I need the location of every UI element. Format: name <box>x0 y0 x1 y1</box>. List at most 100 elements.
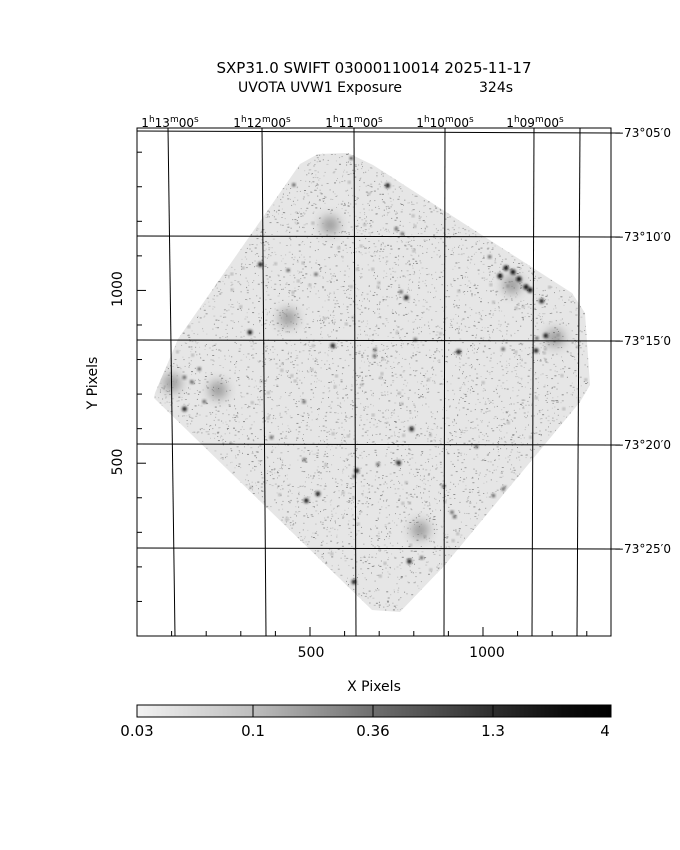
star <box>241 568 244 571</box>
star <box>412 249 415 252</box>
star <box>356 268 359 271</box>
star <box>424 535 426 538</box>
star <box>234 512 237 515</box>
dec-tick-label-20: −73°20′0 <box>614 438 671 452</box>
star <box>219 466 223 470</box>
image-title: SXP31.0 SWIFT 03000110014 2025-11-17 <box>216 59 532 77</box>
star <box>521 567 524 570</box>
star <box>456 349 461 355</box>
star <box>192 293 195 296</box>
star <box>427 378 430 381</box>
star <box>561 374 563 377</box>
star <box>501 487 505 491</box>
star <box>567 529 570 532</box>
star <box>429 434 432 437</box>
star <box>274 262 277 265</box>
dec-tick-label-15: −73°15′0 <box>614 334 671 348</box>
star <box>302 400 306 404</box>
star <box>342 491 345 494</box>
filter-exposure-label: UVOTA UVW1 Exposure <box>238 80 402 96</box>
y-axis-ticks <box>137 151 146 602</box>
star <box>401 502 404 505</box>
star <box>285 518 288 521</box>
star <box>585 187 589 191</box>
star <box>210 601 213 604</box>
star <box>477 576 480 579</box>
star <box>213 270 215 273</box>
star <box>470 168 474 172</box>
star <box>372 354 377 358</box>
star <box>515 307 518 310</box>
dec-gridline-10 <box>136 235 612 238</box>
colorbar <box>136 704 612 718</box>
star <box>191 354 194 357</box>
star <box>519 510 522 513</box>
star <box>269 435 274 439</box>
star <box>573 469 576 472</box>
star <box>280 369 283 372</box>
star <box>584 483 587 485</box>
star <box>544 347 547 350</box>
star <box>377 281 380 284</box>
star <box>221 588 224 591</box>
star <box>450 510 454 514</box>
star <box>565 450 571 456</box>
star <box>396 331 399 334</box>
star <box>332 432 335 435</box>
star <box>324 464 327 467</box>
star <box>504 225 506 228</box>
star <box>187 325 190 328</box>
star <box>360 245 363 247</box>
star <box>521 512 526 518</box>
star <box>373 348 377 352</box>
star <box>294 380 297 382</box>
ra-gridline-1h13 <box>167 127 176 637</box>
y-axis-label: Y Pixels <box>85 356 101 410</box>
star <box>323 317 326 320</box>
star <box>290 374 293 377</box>
y-tick-label-1000: 1000 <box>110 271 126 307</box>
ra-tick-label-1h10: 1h10m00s <box>416 115 474 130</box>
star <box>457 290 460 293</box>
star <box>543 186 546 189</box>
star <box>405 481 408 484</box>
star <box>495 186 499 191</box>
star <box>385 183 390 189</box>
star <box>510 269 516 275</box>
star <box>429 568 432 571</box>
star <box>526 520 532 526</box>
star <box>439 332 442 335</box>
star <box>308 284 311 287</box>
star <box>409 544 412 547</box>
star <box>581 228 584 231</box>
dec-tick-label-25: −73°25′0 <box>614 542 671 556</box>
star <box>372 414 375 416</box>
ra-gridline-1h09 <box>531 127 535 637</box>
star <box>408 502 411 504</box>
star <box>174 222 178 226</box>
star <box>351 579 357 585</box>
dec-tick-label-05: −73°05′0 <box>614 126 671 140</box>
star <box>197 190 202 196</box>
star <box>213 598 216 601</box>
star <box>379 376 382 379</box>
star <box>491 222 494 225</box>
exposure-time: 324s <box>479 80 514 96</box>
star <box>412 214 415 217</box>
star <box>556 526 559 529</box>
star <box>496 185 499 188</box>
star <box>403 295 409 301</box>
star <box>180 227 183 230</box>
star <box>303 498 309 504</box>
star <box>403 172 407 176</box>
star <box>182 375 186 379</box>
star <box>556 482 559 485</box>
star <box>497 273 503 279</box>
star <box>292 291 294 294</box>
star <box>527 287 533 293</box>
star <box>295 551 299 556</box>
star <box>310 368 313 371</box>
star <box>576 345 579 348</box>
star <box>584 378 587 381</box>
